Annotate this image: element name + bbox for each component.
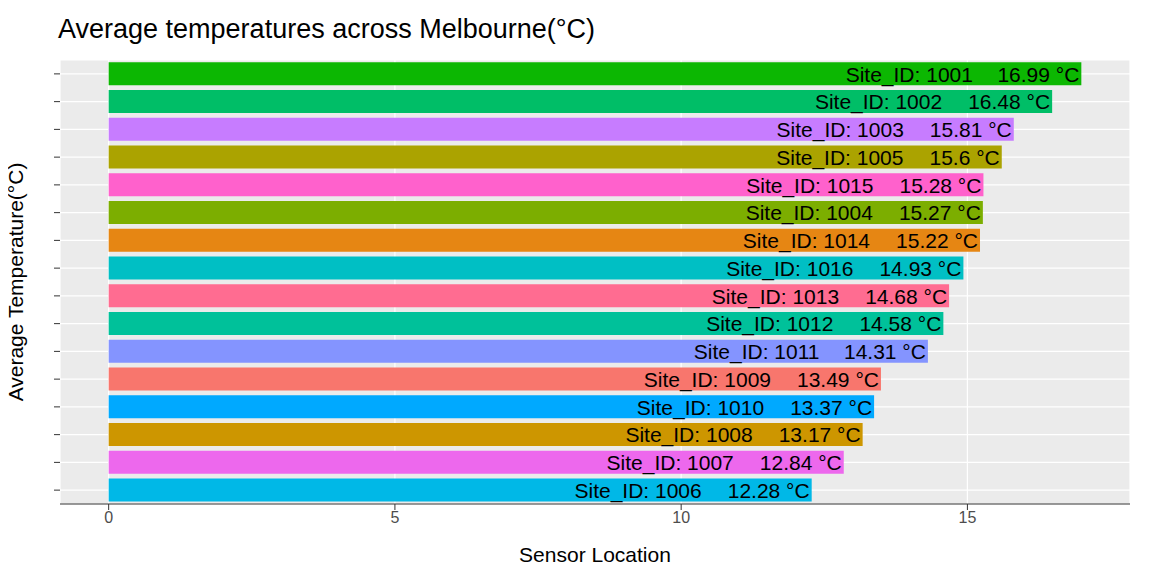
- svg-text:Site_ID: 101013.37 °C: Site_ID: 101013.37 °C: [637, 395, 872, 419]
- svg-text:0: 0: [104, 509, 113, 526]
- svg-text:Site_ID: 100913.49 °C: Site_ID: 100913.49 °C: [644, 367, 879, 391]
- svg-text:Sensor Location: Sensor Location: [519, 543, 671, 566]
- svg-text:Site_ID: 100116.99 °C: Site_ID: 100116.99 °C: [846, 62, 1080, 86]
- svg-text:Site_ID: 100712.84 °C: Site_ID: 100712.84 °C: [607, 451, 842, 475]
- svg-text:Site_ID: 101214.58 °C: Site_ID: 101214.58 °C: [706, 312, 941, 336]
- svg-text:15: 15: [959, 509, 977, 526]
- svg-text:Site_ID: 100415.27 °C: Site_ID: 100415.27 °C: [746, 201, 981, 225]
- svg-text:Site_ID: 100813.17 °C: Site_ID: 100813.17 °C: [625, 423, 860, 447]
- svg-text:Site_ID: 100216.48 °C: Site_ID: 100216.48 °C: [815, 90, 1050, 114]
- svg-text:Site_ID: 100315.81 °C: Site_ID: 100315.81 °C: [777, 118, 1012, 142]
- svg-text:Site_ID: 101415.22 °C: Site_ID: 101415.22 °C: [743, 229, 978, 253]
- svg-text:Site_ID: 101314.68 °C: Site_ID: 101314.68 °C: [712, 284, 947, 308]
- svg-text:Site_ID: 100612.28 °C: Site_ID: 100612.28 °C: [574, 478, 809, 502]
- svg-text:10: 10: [672, 509, 690, 526]
- svg-text:Site_ID: 100515.6 °C: Site_ID: 100515.6 °C: [776, 145, 1000, 169]
- html-text:Average temperatures across Me: Average temperatures across Melbourne(°C…: [58, 14, 595, 44]
- svg-text:Site_ID: 101114.31 °C: Site_ID: 101114.31 °C: [694, 340, 926, 364]
- svg-text:5: 5: [390, 509, 399, 526]
- svg-text:Site_ID: 101515.28 °C: Site_ID: 101515.28 °C: [746, 173, 981, 197]
- svg-text:Average Temperature(°C): Average Temperature(°C): [8, 163, 27, 402]
- svg-text:Site_ID: 101614.93 °C: Site_ID: 101614.93 °C: [726, 256, 961, 280]
